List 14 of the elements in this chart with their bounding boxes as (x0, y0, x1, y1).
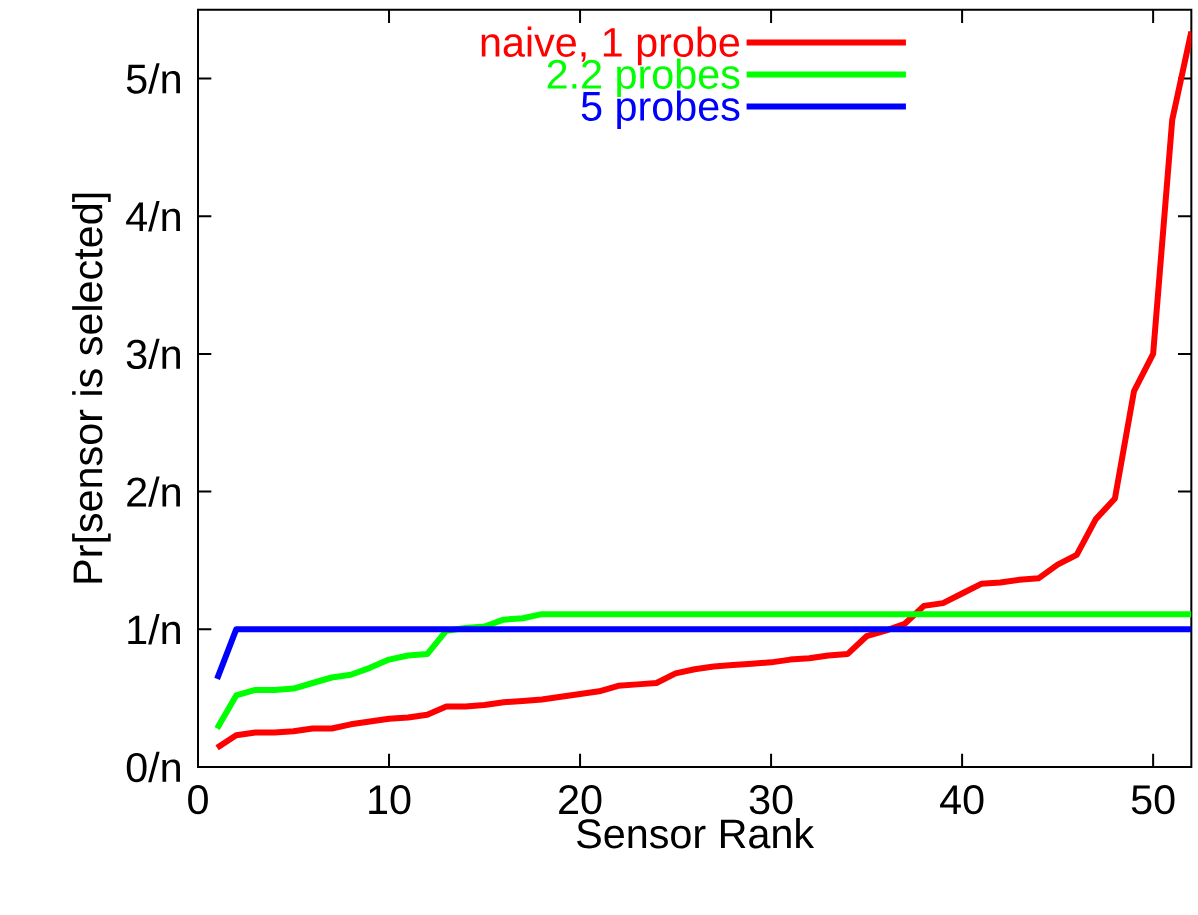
y-tick-label: 2/n (127, 476, 180, 507)
y-axis-title: Pr[sensor is selected] (72, 193, 111, 583)
x-tick-label: 40 (940, 785, 984, 815)
y-tick-label: 5/n (126, 63, 180, 94)
x-tick-label: 50 (1131, 785, 1175, 815)
y-tick-label: 3/n (126, 338, 180, 370)
x-tick-label: 20 (559, 785, 602, 815)
x-tick-label: 0 (188, 785, 208, 815)
x-axis-title: Sensor Rank (577, 818, 815, 849)
x-tick-label: 30 (749, 785, 793, 815)
y-tick-label: 1/n (128, 614, 180, 645)
y-tick-label: 4/n (126, 201, 180, 232)
y-tick-label: 0/n (126, 751, 180, 783)
x-tick-label: 10 (369, 785, 411, 815)
